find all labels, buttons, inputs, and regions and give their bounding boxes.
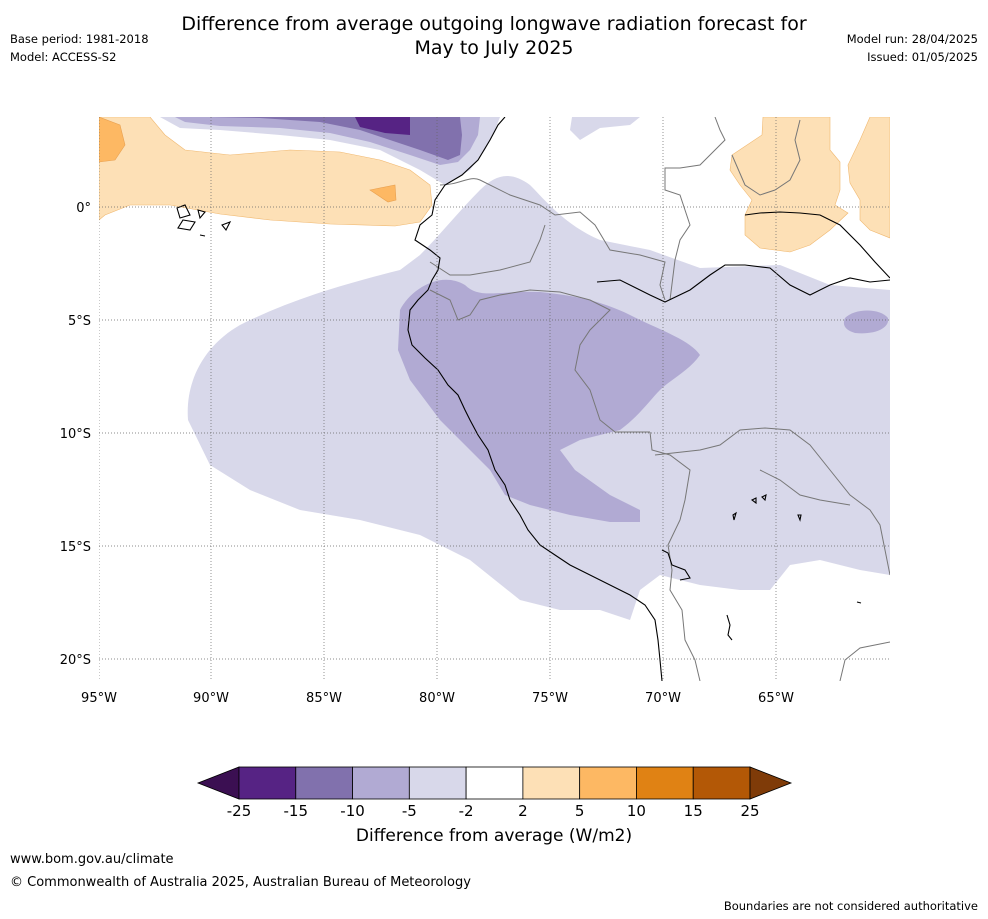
chart-title: Difference from average outgoing longwav… (0, 12, 988, 60)
colorbar-swatch (295, 766, 353, 800)
colorbar-extend-low (196, 766, 240, 800)
footer-url[interactable]: www.bom.gov.au/climate (10, 852, 174, 867)
lon-label-85w: 85°W (306, 691, 342, 706)
colorbar-swatch (636, 766, 694, 800)
colorbar-swatch (522, 766, 581, 800)
shade-plus5-west-a (99, 117, 126, 163)
colorbar-swatch (352, 766, 410, 800)
meta-right: Model run: 28/04/2025 Issued: 01/05/2025 (847, 30, 978, 66)
shade-plus2-west (99, 117, 433, 227)
colorbar-tick-label: -25 (227, 802, 252, 820)
shade-minus15-top (355, 117, 410, 135)
issued-date: Issued: 01/05/2025 (867, 50, 978, 64)
lat-label-15s: 15°S (60, 540, 91, 555)
colorbar-tick-label: -15 (284, 802, 309, 820)
colorbar-tick-label: 2 (518, 802, 528, 820)
footer-copyright: © Commonwealth of Australia 2025, Austra… (10, 875, 471, 890)
footer-note: Boundaries are not considered authoritat… (723, 899, 978, 913)
shade-plus2-far-east (847, 117, 890, 239)
lon-label-90w: 90°W (193, 691, 229, 706)
shade-minus5-east (843, 310, 889, 334)
latitude-labels: 0° 5°S 10°S 15°S 20°S (60, 201, 91, 668)
shade-plus5-west-b (369, 184, 397, 203)
lat-label-5s: 5°S (68, 314, 91, 329)
lon-label-95w: 95°W (81, 691, 117, 706)
title-line-2: May to July 2025 (414, 37, 574, 59)
shade-minus5-main (398, 279, 700, 522)
lat-label-0: 0° (76, 201, 91, 216)
longitude-labels: 95°W 90°W 85°W 80°W 75°W 70°W 65°W (81, 691, 794, 706)
base-period: Base period: 1981-2018 (10, 32, 149, 46)
map: 0° 5°S 10°S 15°S 20°S 95°W 90°W 85°W 80°… (60, 117, 890, 706)
colorbar-extend-high (749, 766, 793, 800)
colorbar-ticks: -25 -15 -10 -5 -2 2 5 10 15 25 (227, 802, 760, 820)
lon-label-75w: 75°W (532, 691, 568, 706)
model-name: Model: ACCESS-S2 (10, 50, 117, 64)
lon-label-80w: 80°W (419, 691, 455, 706)
colorbar-swatch (238, 766, 297, 800)
colorbar-tick-label: -2 (459, 802, 474, 820)
colorbar-tick-label: -10 (340, 802, 365, 820)
map-plot-area (99, 117, 890, 681)
lon-label-65w: 65°W (758, 691, 794, 706)
shade-plus2-northeast (729, 117, 849, 253)
gridlines (99, 117, 890, 681)
model-run: Model run: 28/04/2025 (846, 32, 978, 46)
country-boundaries (429, 117, 890, 681)
lat-label-20s: 20°S (60, 653, 91, 668)
meta-left: Base period: 1981-2018 Model: ACCESS-S2 (10, 30, 149, 66)
colorbar-swatch (579, 766, 637, 800)
colorbar-tick-label: 5 (575, 802, 585, 820)
colorbar-swatches (196, 766, 793, 800)
title-line-1: Difference from average outgoing longwav… (181, 13, 807, 35)
colorbar-swatch (692, 766, 751, 800)
colorbar-tick-label: 10 (627, 802, 646, 820)
coastlines (176, 117, 890, 681)
colorbar-tick-label: -5 (402, 802, 417, 820)
colorbar-swatch (465, 766, 524, 800)
colorbar-title: Difference from average (W/m2) (355, 826, 633, 846)
lat-label-10s: 10°S (60, 427, 91, 442)
colorbar-tick-label: 15 (684, 802, 703, 820)
colorbar-swatch (408, 766, 467, 800)
shade-minus2-top-right (570, 117, 640, 140)
lon-label-70w: 70°W (645, 691, 681, 706)
colorbar-tick-label: 25 (740, 802, 759, 820)
